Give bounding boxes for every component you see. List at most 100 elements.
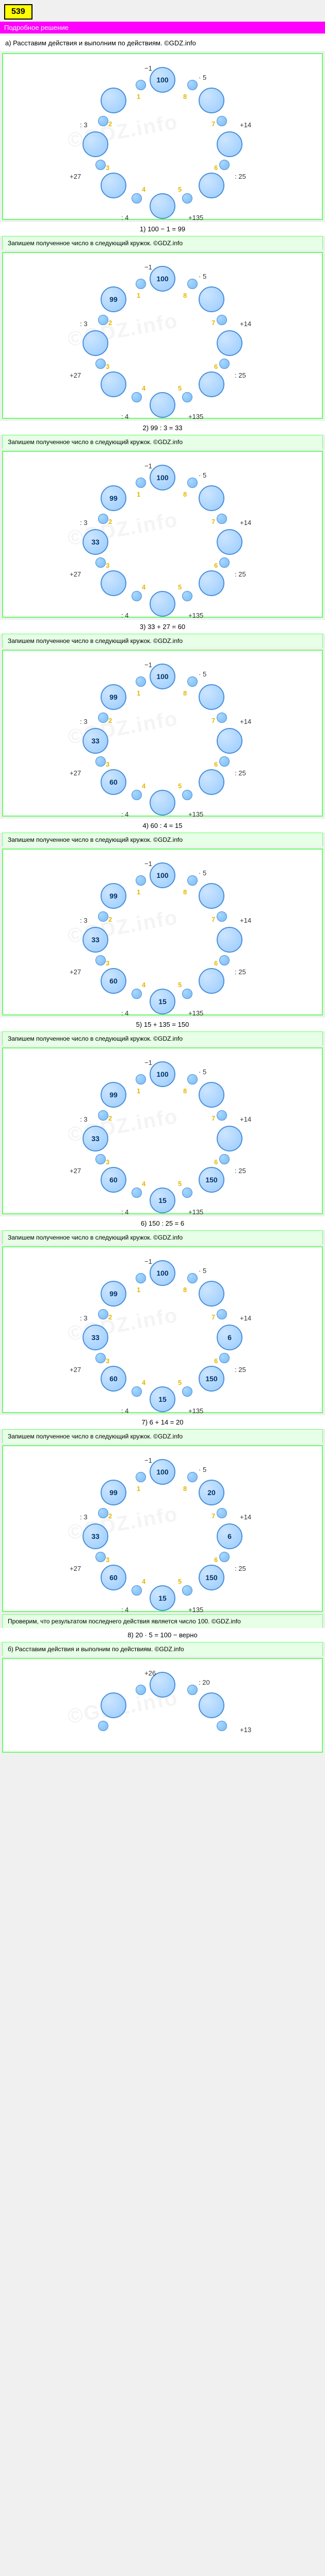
connector-s5 — [182, 1188, 192, 1198]
write-instruction: Запишем полученное число в следующий кру… — [2, 634, 323, 648]
diagram-box-7: ©GDZ.info100615015603399−1· 5+14: 25+135… — [2, 1246, 323, 1413]
connector-s6 — [219, 1353, 230, 1363]
circle-left: 33 — [83, 728, 108, 754]
connector-s4 — [132, 193, 142, 204]
op-top: −1 — [144, 1059, 152, 1066]
circle-bottom: 15 — [150, 1188, 175, 1213]
circle-top: 100 — [150, 1260, 175, 1286]
circle-topright — [199, 883, 224, 909]
write-instruction: Запишем полученное число в следующий кру… — [2, 1230, 323, 1244]
connector-s7-b — [217, 1721, 227, 1731]
connector-s4 — [132, 790, 142, 800]
step-num-3: 3 — [106, 1357, 109, 1365]
op-bottom: +135 — [188, 810, 203, 818]
connector-s2 — [98, 713, 108, 723]
op-bottomright: : 25 — [235, 173, 246, 180]
circle-right: 6 — [217, 1523, 242, 1549]
op-right: +14 — [240, 718, 251, 725]
connector-s5 — [182, 790, 192, 800]
circle-right: 6 — [217, 1325, 242, 1350]
circle-right — [217, 131, 242, 157]
connector-s8 — [187, 279, 198, 289]
op-topleft: : 3 — [80, 917, 87, 924]
op-top: −1 — [144, 462, 152, 470]
connector-s3 — [95, 557, 106, 568]
step-num-5: 5 — [178, 1379, 182, 1386]
circle-topleft: 99 — [101, 485, 126, 511]
connector-s4 — [132, 1386, 142, 1397]
step-num-6: 6 — [214, 363, 218, 370]
connector-s2 — [98, 1508, 108, 1518]
op-topright: · 5 — [199, 1068, 206, 1076]
step-num-1: 1 — [137, 689, 140, 697]
step-num-3: 3 — [106, 164, 109, 172]
op-right: +14 — [240, 917, 251, 924]
circle-bottomright: 150 — [199, 1167, 224, 1193]
connector-s5 — [182, 392, 192, 402]
op-left: +27 — [70, 1565, 81, 1572]
op-topright: · 5 — [199, 670, 206, 678]
op-top: −1 — [144, 860, 152, 868]
op-right: +14 — [240, 1115, 251, 1123]
step-num-7: 7 — [212, 120, 215, 128]
circle-top: 100 — [150, 1459, 175, 1485]
circle-bottomleft: 60 — [101, 1565, 126, 1590]
op-bottomleft: : 4 — [121, 1009, 128, 1017]
circle-topleft-b — [101, 1692, 126, 1718]
circle-left: 33 — [83, 1523, 108, 1549]
step-num-3: 3 — [106, 363, 109, 370]
op-bottomright: : 25 — [235, 1167, 246, 1175]
diagram-box-6: ©GDZ.info10015015603399−1· 5+14: 25+135:… — [2, 1047, 323, 1214]
op-top: −1 — [144, 1456, 152, 1464]
circle-bottomleft: 60 — [101, 769, 126, 795]
connector-s5 — [182, 193, 192, 204]
circle-topright — [199, 1082, 224, 1108]
circle-topright-b — [199, 1692, 224, 1718]
step-num-5: 5 — [178, 384, 182, 392]
connector-s2 — [98, 911, 108, 922]
op-topleft: : 3 — [80, 718, 87, 725]
connector-s3 — [95, 1552, 106, 1562]
step-num-5: 5 — [178, 981, 182, 989]
circle-bottom — [150, 790, 175, 816]
circle-right — [217, 1126, 242, 1151]
connector-s8 — [187, 676, 198, 687]
verify-instruction: Проверим, что результатом последнего дей… — [2, 1614, 323, 1628]
write-instruction: Запишем полученное число в следующий кру… — [2, 435, 323, 449]
diagram-box-1: ©GDZ.info100−1· 5+14: 25+135: 4+27: 3123… — [2, 53, 323, 220]
step-num-7: 7 — [212, 1114, 215, 1122]
circle-topright: 20 — [199, 1480, 224, 1505]
calc-1: 1) 100 − 1 = 99 — [0, 222, 325, 236]
connector-s7 — [217, 1110, 227, 1121]
step-num-8: 8 — [183, 93, 187, 100]
step-num-6: 6 — [214, 562, 218, 569]
connector-s6 — [219, 1552, 230, 1562]
circle-right — [217, 728, 242, 754]
connector-s7 — [217, 911, 227, 922]
connector-s7 — [217, 514, 227, 524]
op-bottomright: : 25 — [235, 1565, 246, 1572]
step-num-4: 4 — [142, 981, 145, 989]
step-num-2: 2 — [108, 120, 112, 128]
connector-s5 — [182, 1585, 192, 1596]
op-topright-b: : 20 — [199, 1679, 210, 1686]
op-bottomright: : 25 — [235, 968, 246, 976]
op-bottom: +135 — [188, 1009, 203, 1017]
step-num-1: 1 — [137, 490, 140, 498]
circle-topright — [199, 684, 224, 710]
op-left: +27 — [70, 570, 81, 578]
step-num-3: 3 — [106, 1158, 109, 1166]
connector-s6 — [219, 756, 230, 767]
connector-s3 — [95, 160, 106, 170]
op-topright: · 5 — [199, 74, 206, 81]
step-num-4: 4 — [142, 185, 145, 193]
calc-2: 2) 99 : 3 = 33 — [0, 421, 325, 435]
step-num-7: 7 — [212, 518, 215, 526]
connector-s8 — [187, 1472, 198, 1482]
connector-s5 — [182, 591, 192, 601]
step-num-4: 4 — [142, 1578, 145, 1585]
step-num-7: 7 — [212, 1512, 215, 1520]
connector-s7 — [217, 116, 227, 126]
circle-bottomleft: 60 — [101, 1167, 126, 1193]
part-a-instruction: а) Расставим действия и выполним по дейс… — [0, 36, 325, 51]
